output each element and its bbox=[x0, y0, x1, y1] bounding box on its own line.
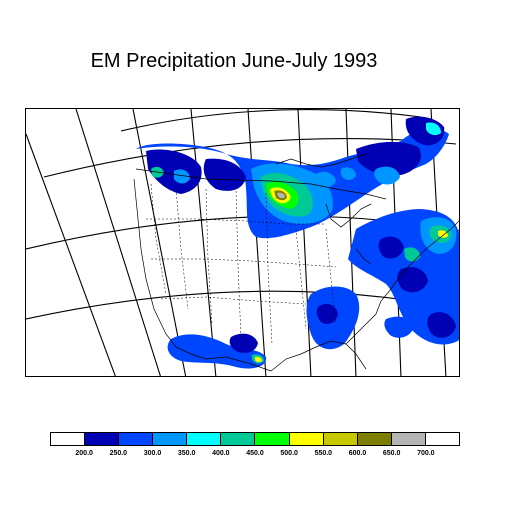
legend-label: 700.0 bbox=[417, 450, 435, 457]
legend-swatch bbox=[153, 433, 188, 445]
legend-label: 650.0 bbox=[382, 450, 401, 457]
legend-labels: 200.0 250.0 300.0 350.0 400.0 450.0 500.0 550.0… bbox=[50, 450, 460, 460]
legend-label: 600.0 bbox=[348, 450, 367, 457]
state-borders bbox=[146, 183, 337, 345]
map-title: EM Precipitation June-July 1993 bbox=[90, 50, 378, 72]
legend-label: 550.0 bbox=[314, 450, 333, 457]
color-legend bbox=[50, 432, 460, 446]
legend-label: 450.0 bbox=[246, 450, 264, 457]
precipitation-map bbox=[25, 108, 460, 377]
legend-label: 300.0 bbox=[143, 450, 162, 457]
legend-swatch bbox=[221, 433, 256, 445]
legend-label: 400.0 bbox=[212, 450, 230, 457]
legend-swatch bbox=[323, 433, 358, 445]
legend-label: 500.0 bbox=[280, 450, 298, 457]
legend-label: 350.0 bbox=[177, 450, 196, 457]
legend-swatch bbox=[357, 433, 392, 445]
legend-label: 200.0 bbox=[75, 450, 93, 457]
legend-label: 250.0 bbox=[109, 450, 128, 457]
legend-swatch bbox=[289, 433, 324, 445]
coastlines bbox=[133, 153, 459, 372]
legend-swatch bbox=[425, 433, 459, 445]
legend-swatch bbox=[187, 433, 222, 445]
legend-swatch bbox=[119, 433, 154, 445]
legend-swatch bbox=[85, 433, 120, 445]
legend-swatch bbox=[255, 433, 290, 445]
legend-swatch bbox=[51, 433, 86, 445]
legend-swatch bbox=[391, 433, 426, 445]
precipitation-fields bbox=[136, 116, 459, 369]
